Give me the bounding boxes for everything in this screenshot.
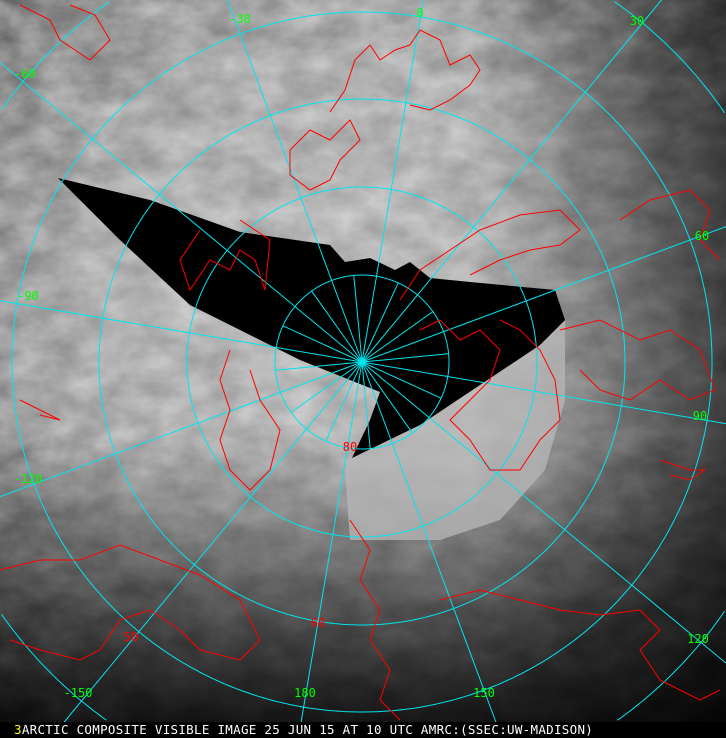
minor-meridian-line bbox=[361, 361, 413, 434]
longitude-label: 30 bbox=[630, 14, 644, 28]
latitude-circle bbox=[98, 98, 626, 626]
minor-meridian-line bbox=[361, 282, 399, 363]
coastline bbox=[439, 589, 721, 701]
minor-meridian-line bbox=[361, 361, 442, 399]
longitude-label: 180 bbox=[294, 686, 316, 700]
minor-meridian-line bbox=[361, 361, 371, 449]
coastline bbox=[179, 219, 271, 292]
minor-meridian-line bbox=[275, 361, 363, 371]
minor-meridian-line bbox=[361, 311, 434, 363]
longitude-label: 150 bbox=[473, 686, 495, 700]
minor-meridian-line bbox=[325, 361, 363, 442]
meridian-line bbox=[361, 0, 662, 363]
meridian-line bbox=[361, 226, 726, 363]
coastline bbox=[419, 319, 561, 471]
coastline bbox=[349, 519, 401, 721]
meridian-line bbox=[361, 0, 424, 363]
latitude-label: 50 bbox=[124, 630, 138, 644]
coastline bbox=[659, 459, 707, 481]
caption-number: 3 bbox=[14, 722, 22, 737]
meridian-line bbox=[0, 361, 363, 498]
coastline bbox=[219, 349, 281, 491]
minor-meridian-line bbox=[361, 353, 449, 363]
latitude-labels: 80 60 50 bbox=[124, 440, 357, 644]
coastline bbox=[19, 399, 61, 421]
meridian-line bbox=[226, 0, 363, 363]
longitude-label: -90 bbox=[17, 289, 39, 303]
coastline bbox=[0, 544, 261, 661]
caption-text: ARCTIC COMPOSITE VISIBLE IMAGE 25 JUN 15… bbox=[21, 722, 594, 737]
coastline bbox=[619, 189, 721, 261]
coastline bbox=[399, 209, 581, 301]
latitude-circle bbox=[11, 11, 713, 713]
latitude-label: 60 bbox=[311, 616, 325, 630]
longitude-label: 120 bbox=[687, 632, 709, 646]
minor-meridian-line bbox=[353, 275, 363, 363]
longitude-label: 0 bbox=[416, 6, 423, 20]
longitude-labels: 0 30 60 90 120 150 180 -150 -120 -90 -60 -30 bbox=[14, 6, 710, 700]
longitude-label: -30 bbox=[229, 12, 251, 26]
coastline bbox=[329, 29, 481, 113]
latitude-circle bbox=[1, 1, 726, 721]
longitude-label: 60 bbox=[695, 229, 709, 243]
longitude-label: -120 bbox=[14, 472, 43, 486]
minor-meridian-line bbox=[282, 325, 363, 363]
graticule bbox=[0, 0, 726, 722]
arctic-composite-image: 0 30 60 90 120 150 180 -150 -120 -90 -60 -30 80 60 50 bbox=[0, 0, 726, 722]
latitude-circle bbox=[274, 274, 450, 450]
longitude-label: -60 bbox=[14, 67, 36, 81]
coastlines bbox=[0, 4, 721, 721]
minor-meridian-line bbox=[290, 361, 363, 413]
image-caption: 3ARCTIC COMPOSITE VISIBLE IMAGE 25 JUN 1… bbox=[0, 722, 726, 738]
meridian-line bbox=[0, 300, 363, 363]
coastline bbox=[19, 4, 111, 61]
longitude-label: -150 bbox=[64, 686, 93, 700]
longitude-label: 90 bbox=[693, 409, 707, 423]
latitude-circle bbox=[186, 186, 538, 538]
meridian-line bbox=[300, 361, 363, 722]
meridian-line bbox=[361, 361, 497, 722]
meridian-line bbox=[361, 361, 726, 425]
latitude-label: 80 bbox=[343, 440, 357, 454]
meridian-line bbox=[63, 361, 363, 722]
no-data-wedge bbox=[58, 178, 565, 458]
meridian-line bbox=[0, 62, 363, 363]
meridian-line bbox=[361, 361, 726, 664]
coastline bbox=[289, 119, 361, 191]
minor-meridian-line bbox=[311, 290, 363, 363]
coastline bbox=[559, 319, 716, 401]
